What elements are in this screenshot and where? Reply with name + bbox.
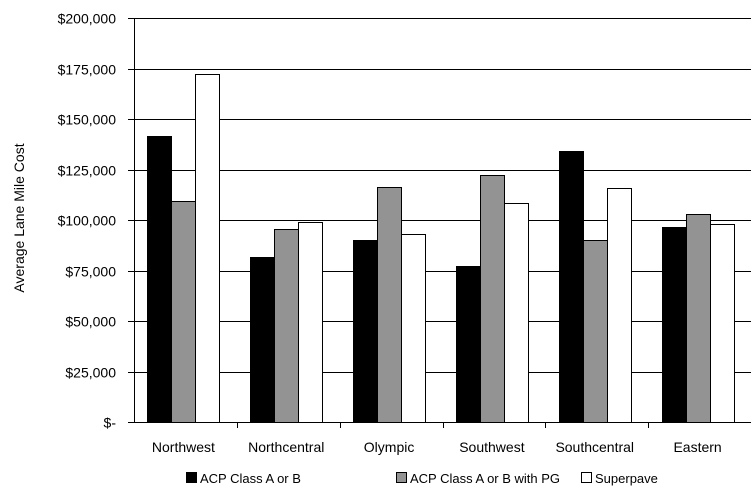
- y-axis-title: Average Lane Mile Cost: [11, 143, 27, 292]
- bar-northwest-series-3: [195, 74, 220, 423]
- bar-olympic-series-3: [401, 234, 426, 423]
- bar-southcentral-series-2: [583, 240, 608, 423]
- bar-northcentral-series-2: [274, 229, 299, 423]
- y-tick-label: $25,000: [65, 365, 116, 381]
- gridlines: [134, 18, 751, 373]
- x-tick-labels: Northwest Northcentral Olympic Southwest Sou…: [152, 439, 722, 455]
- bar-northcentral-series-3: [298, 222, 323, 423]
- legend-label: ACP Class A or B: [200, 471, 301, 486]
- y-tick-label: $-: [104, 415, 117, 431]
- bar-southcentral-series-1: [559, 151, 584, 423]
- y-tick-label: $75,000: [65, 264, 116, 280]
- legend-swatch: [186, 472, 197, 483]
- bar-northcentral-series-1: [250, 257, 275, 423]
- bar-southcentral-series-3: [607, 188, 632, 423]
- y-tick-label: $150,000: [58, 112, 117, 128]
- bar-olympic-series-1: [353, 240, 378, 423]
- y-tick-label: $125,000: [58, 163, 117, 179]
- legend-swatch: [581, 472, 592, 483]
- x-tick-label: Southwest: [459, 439, 524, 455]
- y-tick-labels: $- $25,000 $50,000 $75,000 $100,000 $125,000 $…: [58, 11, 117, 431]
- x-tick-label: Eastern: [673, 439, 721, 455]
- y-tick-label: $50,000: [65, 314, 116, 330]
- bar-southwest-series-3: [504, 203, 529, 423]
- x-tick-label: Northwest: [152, 439, 215, 455]
- legend: ACP Class A or B ACP Class A or B with PG…: [186, 471, 658, 486]
- y-tick-label: $100,000: [58, 213, 117, 229]
- legend-label: Superpave: [595, 471, 658, 486]
- x-tick-label: Northcentral: [248, 439, 324, 455]
- bars: [147, 74, 735, 423]
- legend-label: ACP Class A or B with PG: [410, 471, 560, 486]
- bar-eastern-series-1: [662, 227, 687, 423]
- bar-southwest-series-1: [456, 266, 481, 423]
- axes: [128, 18, 751, 428]
- x-tick-label: Olympic: [364, 439, 415, 455]
- x-tick-label: Southcentral: [555, 439, 634, 455]
- legend-swatch: [396, 472, 407, 483]
- bar-eastern-series-3: [710, 224, 735, 423]
- y-tick-label: $175,000: [58, 62, 117, 78]
- bar-olympic-series-2: [377, 187, 402, 423]
- y-tick-label: $200,000: [58, 11, 117, 27]
- bar-eastern-series-2: [686, 214, 711, 423]
- bar-northwest-series-2: [171, 201, 196, 423]
- bar-southwest-series-2: [480, 175, 505, 423]
- bar-northwest-series-1: [147, 136, 172, 423]
